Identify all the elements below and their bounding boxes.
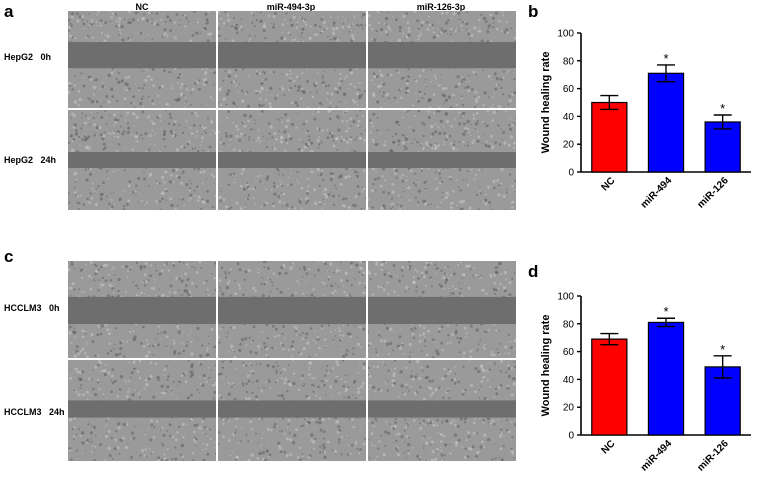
y-tick-label: 20 (563, 140, 575, 151)
panel-letter-b: b (528, 2, 539, 21)
y-tick-label: 40 (563, 375, 575, 386)
row-label-hepg2-24h: HepG2 24h (4, 155, 57, 165)
y-tick-label: 60 (563, 347, 575, 358)
micrograph-grid-c (68, 261, 516, 461)
micrograph-tile (218, 360, 366, 461)
significance-marker: * (663, 51, 668, 66)
micrograph-tile (218, 11, 366, 108)
y-tick-label: 60 (563, 84, 575, 95)
panel-letter-a: a (4, 2, 14, 21)
column-header-nc: NC (135, 2, 149, 12)
bar-nc (591, 338, 628, 436)
y-tick-label: 0 (568, 431, 574, 442)
bar-mir-126 (704, 121, 741, 173)
y-axis-label: Wound healing rate (540, 315, 552, 417)
significance-marker: * (663, 304, 668, 319)
y-tick-label: 80 (563, 56, 575, 67)
x-tick-label: NC (599, 438, 617, 456)
micrograph-tile (68, 11, 216, 108)
x-tick-label: miR-494 (639, 175, 675, 211)
panel-letter-c: c (4, 247, 14, 266)
micrograph-tile (218, 261, 366, 358)
x-tick-label: miR-494 (639, 438, 675, 474)
y-axis-label: Wound healing rate (540, 52, 552, 154)
y-tick-label: 80 (563, 319, 575, 330)
significance-marker: * (720, 101, 725, 116)
micrograph-tile (368, 360, 516, 461)
significance-marker: * (720, 342, 725, 357)
y-tick-label: 100 (557, 29, 574, 40)
x-tick-label: NC (599, 175, 617, 193)
column-header-mir-494-3p: miR-494-3p (266, 2, 316, 12)
row-label-hcclm3-0h: HCCLM3 0h (4, 303, 60, 313)
micrograph-tile (368, 11, 516, 108)
row-label-hepg2-0h: HepG2 0h (4, 52, 52, 62)
y-tick-label: 100 (557, 292, 574, 303)
bar-chart-b: 0 20 40 60 80 100 Wound healing rate NC * miR-494… (540, 29, 751, 211)
y-tick-label: 0 (568, 168, 574, 179)
micrograph-tile (68, 110, 216, 210)
column-header-mir-126-3p: miR-126-3p (416, 2, 466, 12)
bar-chart-d: 0 20 40 60 80 100 Wound healing rate NC * miR-494… (540, 292, 751, 474)
bar-mir-494 (647, 321, 685, 436)
micrograph-tile (368, 110, 516, 210)
micrograph-grid-a (68, 11, 516, 210)
micrograph-tile (68, 360, 216, 461)
micrograph-tile (368, 261, 516, 358)
row-label-hcclm3-24h: HCCLM3 24h (4, 407, 65, 417)
y-tick-label: 20 (563, 403, 575, 414)
bar-mir-494 (647, 72, 685, 173)
bar-nc (591, 101, 628, 173)
y-tick-label: 40 (563, 112, 575, 123)
micrograph-tile (68, 261, 216, 358)
micrograph-tile (218, 110, 366, 210)
x-tick-label: miR-126 (695, 438, 731, 474)
x-tick-label: miR-126 (695, 175, 731, 211)
panel-letter-d: d (528, 262, 539, 281)
